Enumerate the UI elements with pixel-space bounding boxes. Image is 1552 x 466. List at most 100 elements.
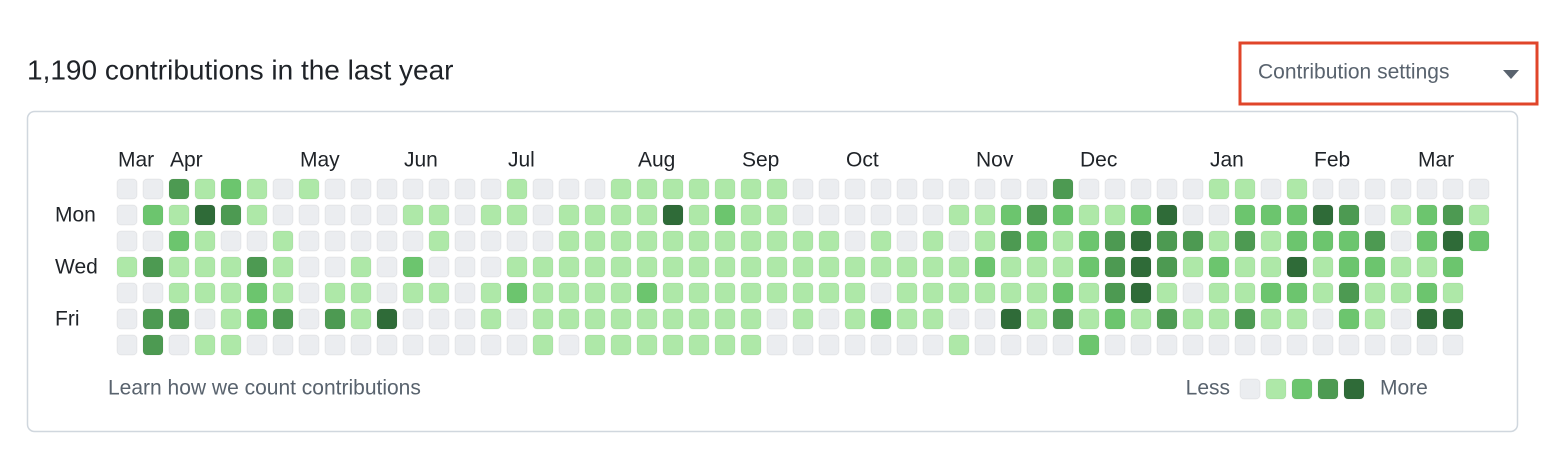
contribution-cell	[688, 204, 710, 226]
contribution-cell	[1286, 178, 1308, 200]
contribution-cell	[558, 230, 580, 252]
contribution-cell	[1182, 204, 1204, 226]
contribution-cell	[636, 282, 658, 304]
contribution-cell	[1234, 334, 1256, 356]
contribution-cell	[1156, 282, 1178, 304]
contribution-cell	[766, 334, 788, 356]
contribution-cell	[1416, 256, 1438, 278]
contribution-cell	[1052, 334, 1074, 356]
contribution-cell	[454, 282, 476, 304]
contribution-cell	[142, 308, 164, 330]
contribution-cell	[1312, 204, 1334, 226]
contribution-cell	[714, 256, 736, 278]
contribution-cell	[636, 308, 658, 330]
contribution-cell	[896, 256, 918, 278]
contribution-cell	[558, 178, 580, 200]
contribution-cell	[1078, 308, 1100, 330]
contribution-cell	[454, 334, 476, 356]
contribution-cell	[844, 178, 866, 200]
contribution-cell	[610, 282, 632, 304]
contribution-cell	[792, 308, 814, 330]
contribution-cell	[1468, 204, 1490, 226]
contribution-cell	[1234, 308, 1256, 330]
contribution-cell	[1260, 230, 1282, 252]
contribution-cell	[636, 178, 658, 200]
contribution-cell	[116, 334, 138, 356]
contribution-cell	[1286, 308, 1308, 330]
contribution-cell	[1442, 282, 1464, 304]
contribution-cell	[558, 308, 580, 330]
contribution-cell	[428, 230, 450, 252]
contribution-cell	[324, 204, 346, 226]
contribution-cell	[636, 230, 658, 252]
contribution-cell	[818, 204, 840, 226]
contribution-cell	[324, 282, 346, 304]
contribution-cell	[1468, 230, 1490, 252]
contribution-cell	[1052, 308, 1074, 330]
contribution-cell	[1000, 256, 1022, 278]
contribution-cell	[1104, 178, 1126, 200]
contribution-cell	[1052, 230, 1074, 252]
contribution-cell	[1182, 282, 1204, 304]
contribution-cell	[1312, 230, 1334, 252]
contribution-cell	[714, 334, 736, 356]
contribution-cell	[792, 334, 814, 356]
contribution-cell	[532, 230, 554, 252]
contribution-cell	[1078, 178, 1100, 200]
contribution-cell	[480, 282, 502, 304]
contribution-cell	[1390, 256, 1412, 278]
contribution-cell	[532, 308, 554, 330]
contribution-cell	[662, 204, 684, 226]
contribution-cell	[922, 204, 944, 226]
contribution-cell	[740, 308, 762, 330]
contribution-cell	[324, 230, 346, 252]
contribution-cell	[1130, 204, 1152, 226]
contribution-cell	[194, 204, 216, 226]
contribution-cell	[1364, 178, 1386, 200]
contribution-cell	[1390, 334, 1412, 356]
contribution-cell	[1000, 334, 1022, 356]
contribution-cell	[1130, 282, 1152, 304]
contribution-cell	[272, 282, 294, 304]
contribution-cell	[1234, 178, 1256, 200]
contribution-cell	[844, 308, 866, 330]
contribution-cell	[350, 230, 372, 252]
contribution-cell	[1338, 282, 1360, 304]
settings-button[interactable]: Contribution settings	[1258, 61, 1449, 84]
contribution-cell	[584, 204, 606, 226]
contribution-cell	[558, 256, 580, 278]
contribution-cell	[220, 308, 242, 330]
contribution-cell	[1312, 178, 1334, 200]
contribution-cell	[584, 282, 606, 304]
contribution-cell	[402, 334, 424, 356]
contribution-cell	[584, 256, 606, 278]
contribution-cell	[142, 204, 164, 226]
learn-link[interactable]: Learn how we count contributions	[108, 377, 421, 400]
contribution-cell	[506, 204, 528, 226]
legend-swatch	[1265, 378, 1287, 400]
contribution-cell	[1208, 256, 1230, 278]
month-label: Jun	[404, 149, 438, 172]
contribution-cell	[1104, 282, 1126, 304]
contribution-cell	[740, 204, 762, 226]
contribution-cell	[1364, 256, 1386, 278]
contribution-cell	[636, 334, 658, 356]
contribution-cell	[246, 282, 268, 304]
contribution-cell	[1312, 334, 1334, 356]
contribution-cell	[1338, 256, 1360, 278]
contribution-cell	[480, 178, 502, 200]
contribution-cell	[1416, 230, 1438, 252]
contribution-cell	[246, 334, 268, 356]
contribution-cell	[844, 204, 866, 226]
legend-less: Less	[1186, 377, 1230, 400]
contribution-cell	[454, 230, 476, 252]
contribution-cell	[480, 230, 502, 252]
contribution-cell	[142, 282, 164, 304]
contribution-cell	[1078, 282, 1100, 304]
contribution-cell	[272, 256, 294, 278]
contribution-cell	[506, 230, 528, 252]
contribution-cell	[246, 230, 268, 252]
contribution-cell	[740, 334, 762, 356]
contribution-cell	[142, 334, 164, 356]
